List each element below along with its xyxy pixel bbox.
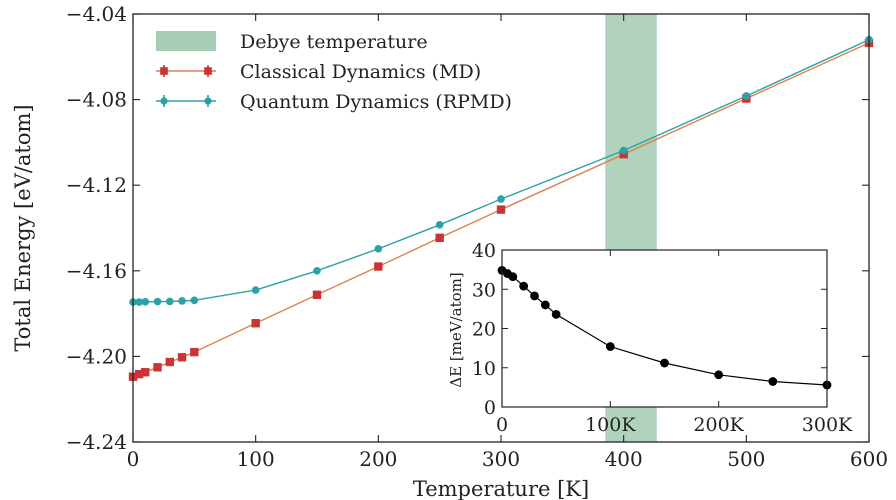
- x-tick-label: 400: [605, 447, 643, 471]
- legend-marker: [160, 67, 168, 75]
- main-plot: 0 100 200 300 400 500 600−4.24−4.20−4.16−4.12−…: [11, 2, 888, 500]
- legend-label-debye: Debye temperature: [240, 31, 428, 53]
- inset-y-tick-label: 10: [472, 358, 496, 380]
- data-point-md: [141, 368, 150, 377]
- y-tick-label: −4.12: [66, 173, 127, 197]
- inset-y-axis-label: ΔE [meV/atom]: [447, 272, 465, 387]
- legend: Debye temperature Classical Dynamics (MD…: [156, 31, 512, 113]
- inset-data-point: [508, 272, 518, 282]
- inset-data-point: [605, 342, 615, 351]
- legend-marker: [204, 67, 212, 75]
- y-tick-label: −4.16: [66, 259, 127, 283]
- data-point-md: [312, 290, 322, 299]
- data-point-rpmd: [742, 92, 751, 100]
- data-point-rpmd: [374, 244, 383, 253]
- legend-swatch-debye: [156, 31, 216, 51]
- inset-data-point: [660, 358, 669, 368]
- y-tick-label: −4.08: [66, 88, 127, 112]
- inset-data-point: [768, 377, 778, 386]
- data-point-rpmd: [135, 298, 143, 306]
- data-point-rpmd: [190, 296, 199, 305]
- x-axis-label: Temperature [K]: [413, 477, 589, 500]
- data-point-rpmd: [435, 220, 444, 229]
- y-tick-label: −4.04: [66, 2, 127, 26]
- legend-label-md: Classical Dynamics (MD): [240, 61, 481, 83]
- inset-y-tick-label: 30: [472, 279, 496, 301]
- data-point-md: [153, 363, 162, 372]
- data-point-md: [190, 347, 199, 357]
- inset-plot: 0 100K 200K 300K 0 10 20 30 40 ΔE [meV/atom]: [447, 240, 853, 436]
- inset-x-tick-label: 200K: [693, 414, 744, 436]
- inset-y-tick-label: 20: [472, 319, 496, 341]
- main-ticks-layer: 0 100 200 300 400 500 600−4.24−4.20−4.16−4.12−…: [66, 2, 888, 471]
- main-series-layer: [128, 35, 874, 381]
- data-point-rpmd: [619, 146, 628, 155]
- inset-y-tick-label: 40: [472, 240, 496, 262]
- data-point-rpmd: [141, 298, 150, 306]
- inset-ticks-layer: 0 100K 200K 300K 0 10 20 30 40: [472, 240, 853, 436]
- inset-data-point: [530, 291, 539, 301]
- data-point-rpmd: [166, 297, 174, 306]
- legend-swatch-md: [156, 65, 216, 77]
- data-point-rpmd: [497, 195, 505, 203]
- legend-marker: [160, 97, 168, 105]
- x-tick-label: 600: [850, 447, 888, 471]
- legend-label-rpmd: Quantum Dynamics (RPMD): [240, 91, 512, 113]
- y-tick-label: −4.24: [66, 430, 127, 454]
- inset-x-tick-label: 100K: [585, 414, 636, 436]
- legend-swatch-rpmd: [156, 95, 216, 107]
- data-point-md: [165, 357, 174, 367]
- legend-marker: [204, 97, 212, 105]
- x-tick-label: 500: [727, 447, 765, 471]
- data-point-rpmd: [153, 297, 162, 306]
- x-tick-label: 200: [359, 447, 397, 471]
- inset-data-point: [519, 281, 529, 291]
- inset-y-tick-label: 0: [484, 397, 496, 419]
- inset-background: [502, 250, 827, 407]
- x-tick-label: 0: [127, 447, 140, 471]
- data-point-md: [496, 205, 506, 214]
- data-point-md: [251, 319, 260, 328]
- inset-data-point: [540, 300, 550, 310]
- y-axis-label: Total Energy [eV/atom]: [11, 104, 35, 351]
- inset-x-tick-label: 300K: [802, 414, 853, 436]
- data-point-md: [435, 233, 444, 243]
- y-tick-label: −4.20: [66, 344, 127, 368]
- data-point-md: [134, 369, 144, 379]
- inset-data-point: [714, 370, 724, 380]
- data-point-rpmd: [178, 297, 186, 305]
- inset-x-tick-label: 0: [496, 414, 508, 436]
- data-point-rpmd: [313, 267, 321, 275]
- x-tick-label: 100: [237, 447, 275, 471]
- data-point-md: [374, 262, 383, 271]
- inset-data-point: [551, 309, 561, 319]
- data-point-md: [177, 353, 187, 362]
- data-point-rpmd: [251, 286, 260, 294]
- x-tick-label: 300: [482, 447, 520, 471]
